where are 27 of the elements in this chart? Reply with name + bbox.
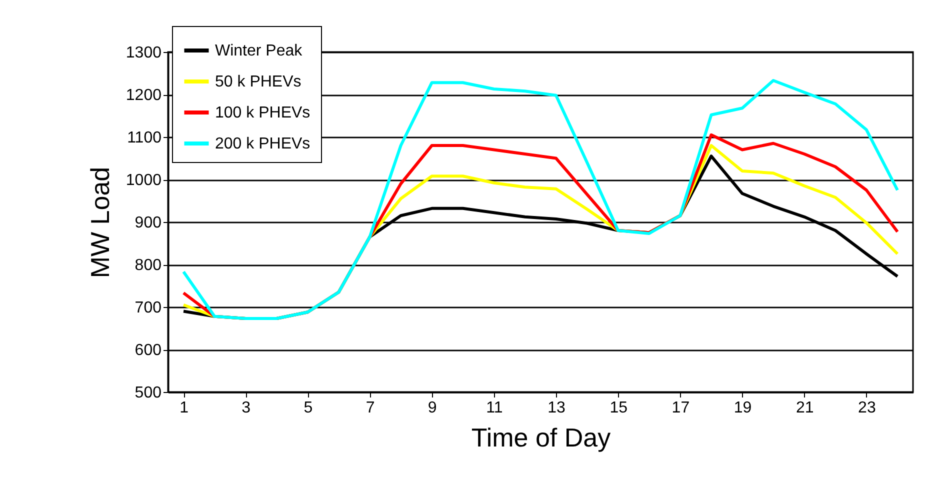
x-tick-label: 7 [366,400,375,416]
x-axis-title: Time of Day [471,422,611,452]
x-tick-label: 15 [610,400,628,416]
x-tick-label: 3 [242,400,251,416]
legend-label: 100 k PHEVs [215,104,310,122]
y-tick-label: 800 [134,257,162,274]
y-tick-label: 1300 [126,44,162,62]
y-tick-label: 1000 [126,172,162,189]
x-tick-label: 19 [734,400,752,416]
x-tick-label: 9 [428,400,437,416]
y-axis-title: MW Load [84,166,115,278]
y-tick-label: 700 [134,300,162,316]
x-tick-label: 5 [304,400,313,416]
y-tick-label: 1100 [127,130,162,146]
x-tick-label: 21 [796,400,814,416]
x-tick-label: 23 [858,400,876,416]
x-tick-label: 11 [486,400,503,416]
x-tick-label: 13 [548,400,566,416]
y-tick-label: 900 [134,214,162,232]
y-tick-label: 500 [134,384,162,402]
x-tick-label: 1 [180,400,189,416]
legend-label: 50 k PHEVs [215,74,302,90]
x-tick-label: 17 [672,400,690,416]
legend-label: Winter Peak [215,42,304,60]
y-tick-label: 600 [134,342,162,359]
y-tick-label: 1200 [126,87,162,104]
legend-label: 200 k PHEVs [215,136,310,152]
